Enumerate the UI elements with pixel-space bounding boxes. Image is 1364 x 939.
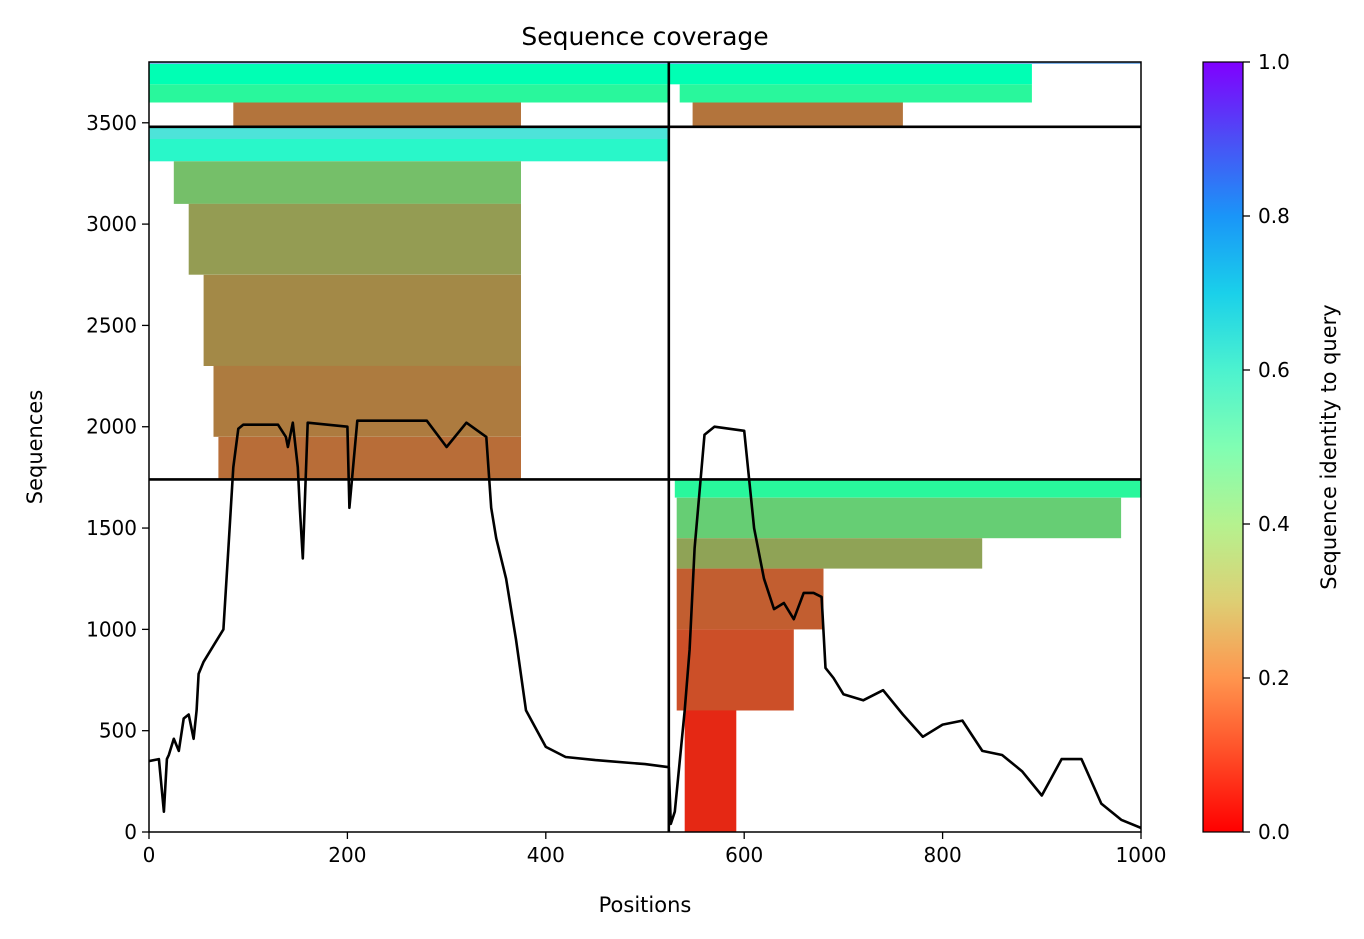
y-tick-label: 2000 xyxy=(86,415,137,439)
x-tick-label: 600 xyxy=(725,843,763,867)
y-tick-label: 2500 xyxy=(86,313,137,337)
coverage-line xyxy=(149,419,1141,830)
chart-title: Sequence coverage xyxy=(521,22,768,51)
coverage-band-top-right-3 xyxy=(692,102,903,127)
coverage-band-middle-left-2 xyxy=(173,161,522,204)
y-tick-label: 0 xyxy=(124,820,137,844)
colorbar-tick-label: 0.6 xyxy=(1258,358,1290,382)
coverage-band-middle-left-0 xyxy=(149,126,669,139)
colorbar-ticks: 0.0 0.2 0.4 0.6 0.8 1.0 xyxy=(1243,50,1290,844)
coverage-band-bottom-right-5 xyxy=(684,710,737,832)
colorbar-tick-label: 0.0 xyxy=(1258,820,1290,844)
colorbar xyxy=(1202,61,1244,833)
colorbar-label: Sequence identity to query xyxy=(1317,304,1341,589)
coverage-band-top-left-2 xyxy=(149,84,669,103)
coverage-band-middle-left-6 xyxy=(218,436,521,480)
coverage-band-bottom-right-2 xyxy=(676,538,983,569)
block-dividers xyxy=(149,62,1141,832)
y-tick-label: 500 xyxy=(99,719,137,743)
x-tick-label: 400 xyxy=(527,843,565,867)
y-tick-label: 1000 xyxy=(86,617,137,641)
coverage-band-bottom-right-3 xyxy=(676,568,824,630)
x-tick-label: 800 xyxy=(924,843,962,867)
x-tick-label: 0 xyxy=(143,843,156,867)
colorbar-tick-label: 0.4 xyxy=(1258,512,1290,536)
coverage-band-middle-left-4 xyxy=(203,274,521,366)
colorbar-tick-label: 0.8 xyxy=(1258,204,1290,228)
coverage-band-top-left-1 xyxy=(149,64,669,85)
x-tick-label: 1000 xyxy=(1116,843,1167,867)
coverage-band-bottom-right-0 xyxy=(674,479,1141,498)
coverage-band-top-right-0 xyxy=(668,62,1141,64)
y-tick-label: 3000 xyxy=(86,212,137,236)
coverage-band-middle-left-3 xyxy=(188,203,521,275)
x-tick-label: 200 xyxy=(328,843,366,867)
coverage-band-top-right-1 xyxy=(668,64,1032,85)
coverage-band-top-left-0 xyxy=(149,62,669,64)
colorbar-tick-label: 1.0 xyxy=(1258,50,1290,74)
coverage-heatmap xyxy=(149,62,1141,832)
coverage-band-middle-left-1 xyxy=(149,139,669,162)
y-tick-label: 3500 xyxy=(86,111,137,135)
coverage-band-top-right-2 xyxy=(679,84,1032,103)
y-axis-ticks: 0 500 1000 1500 2000 2500 3000 3500 xyxy=(86,111,149,844)
coverage-band-bottom-right-1 xyxy=(676,497,1122,539)
plot-frame xyxy=(148,61,1142,833)
y-axis-label: Sequences xyxy=(23,390,47,505)
y-tick-label: 1500 xyxy=(86,516,137,540)
coverage-band-bottom-right-4 xyxy=(676,629,794,711)
x-axis-ticks: 0 200 400 600 800 1000 xyxy=(143,832,1167,867)
colorbar-tick-label: 0.2 xyxy=(1258,666,1290,690)
coverage-line-layer xyxy=(149,419,1141,830)
x-axis-label: Positions xyxy=(599,893,692,917)
coverage-band-middle-left-5 xyxy=(213,365,521,437)
coverage-band-top-left-3 xyxy=(233,102,522,127)
